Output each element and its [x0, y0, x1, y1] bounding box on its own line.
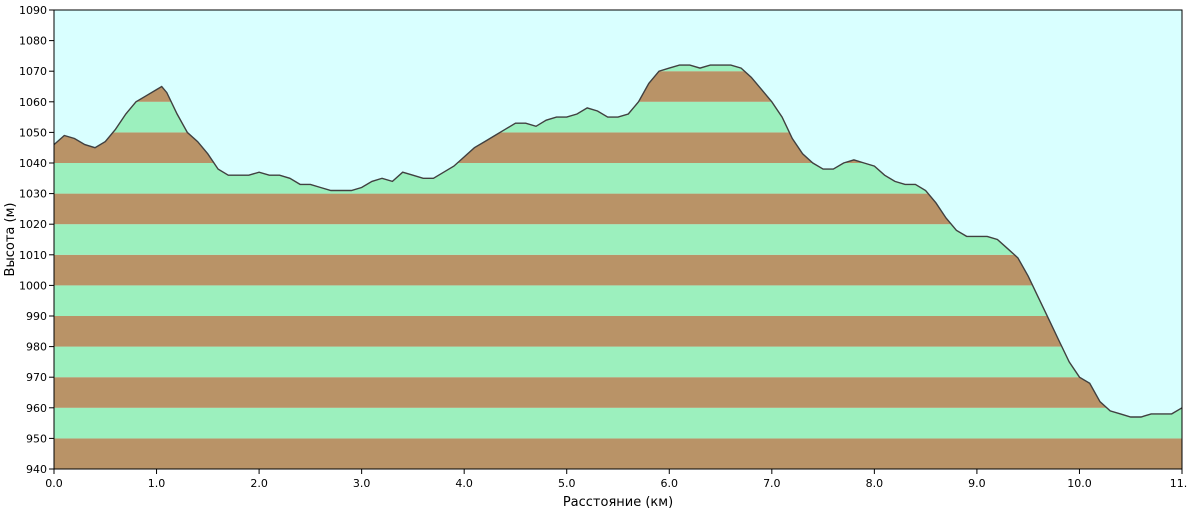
x-tick-label: 5.0: [558, 477, 576, 490]
x-tick-label: 4.0: [455, 477, 473, 490]
x-tick-label: 6.0: [661, 477, 679, 490]
y-tick-label: 1010: [19, 249, 47, 262]
elevation-band: [54, 254, 1182, 286]
y-tick-label: 1020: [19, 218, 47, 231]
y-tick-label: 1070: [19, 65, 47, 78]
y-tick-label: 1060: [19, 96, 47, 109]
x-tick-label: 0.0: [45, 477, 63, 490]
y-tick-label: 970: [26, 371, 47, 384]
y-axis: 940 950 960 970 980 990 1000 1010 1020 1030 1040 10…: [19, 4, 54, 476]
y-axis-title: Высота (м): [3, 203, 18, 277]
plot-frame: [53, 9, 1183, 470]
elevation-band: [54, 377, 1182, 408]
x-tick-label: 8.0: [866, 477, 884, 490]
y-tick-label: 960: [26, 402, 47, 415]
y-tick-label: 1090: [19, 4, 47, 17]
y-tick-label: 980: [26, 341, 47, 354]
y-tick-label: 950: [26, 432, 47, 445]
elevation-band: [54, 346, 1182, 378]
x-axis-title: Расстояние (км): [563, 495, 673, 510]
x-tick-label: 10.0: [1067, 477, 1092, 490]
y-tick-label: 940: [26, 463, 47, 476]
y-tick-label: 1030: [19, 188, 47, 201]
y-tick-label: 1080: [19, 35, 47, 48]
x-tick-label: 2.0: [250, 477, 268, 490]
y-tick-label: 1050: [19, 126, 47, 139]
elevation-band: [54, 407, 1182, 439]
elevation-band: [54, 316, 1182, 347]
y-tick-label: 990: [26, 310, 47, 323]
x-tick-label: 9.0: [968, 477, 986, 490]
plot-area: [53, 9, 1183, 470]
elevation-band: [54, 285, 1182, 316]
x-tick-label: 11.0: [1170, 477, 1187, 490]
y-tick-label: 1040: [19, 157, 47, 170]
x-axis: 0.0 1.0 2.0 3.0 4.0 5.0 6.0 7.0 8.0 9.0 10.0 11.0: [45, 469, 1187, 490]
elevation-band: [54, 438, 1182, 469]
x-tick-label: 7.0: [763, 477, 781, 490]
elevation-profile-line: [53, 64, 1183, 418]
x-tick-label: 3.0: [353, 477, 371, 490]
y-tick-label: 1000: [19, 279, 47, 292]
x-tick-label: 1.0: [148, 477, 166, 490]
